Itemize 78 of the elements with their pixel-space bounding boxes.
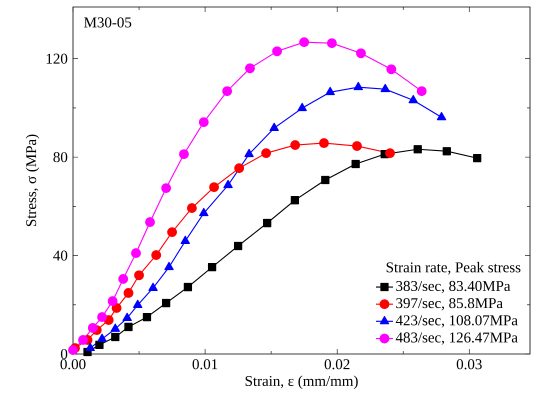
point [234, 242, 242, 250]
point [442, 147, 451, 156]
point [325, 86, 335, 96]
point [131, 248, 141, 258]
point [354, 82, 363, 90]
point [179, 149, 189, 160]
point [263, 218, 272, 228]
point [161, 183, 172, 194]
point [209, 182, 220, 192]
point [244, 148, 254, 158]
point [436, 112, 446, 120]
point [290, 140, 300, 150]
point [245, 63, 255, 74]
y-tick-label: 80 [53, 152, 68, 162]
point [352, 141, 362, 151]
point [97, 312, 107, 322]
point [134, 270, 144, 280]
point [352, 160, 360, 168]
point [167, 227, 177, 238]
point [180, 236, 190, 244]
point [222, 86, 232, 96]
legend-label: 483/sec, 126.47MPa [396, 332, 518, 345]
x-tick-label: 0.00 [60, 359, 86, 370]
point [78, 335, 88, 345]
point [124, 322, 133, 332]
point [111, 332, 120, 342]
point [199, 208, 208, 216]
y-tick-label: 120 [46, 54, 68, 64]
point [110, 324, 120, 332]
point [385, 148, 395, 158]
point [290, 196, 300, 204]
point [386, 64, 396, 74]
point [145, 217, 155, 228]
point [164, 262, 174, 270]
x-axis-title: Strain, ε (mm/mm) [246, 376, 358, 390]
legend-label: 383/sec, 83.40MPa [396, 280, 510, 294]
point [473, 154, 482, 162]
point [297, 102, 307, 112]
point [133, 300, 142, 308]
y-tick-label: 0 [60, 348, 68, 360]
point [269, 122, 279, 132]
x-tick-label: 0.02 [324, 359, 350, 370]
point [380, 84, 390, 92]
legend-label: 397/sec, 85.8MPa [396, 298, 503, 310]
point [408, 94, 418, 104]
y-axis-title: Stress, σ (MPa) [26, 134, 40, 226]
legend-label: 423/sec, 108.07MPa [396, 315, 518, 328]
point [186, 203, 197, 213]
point [184, 282, 192, 292]
annotation: M30-05 [84, 17, 132, 28]
point [88, 322, 98, 333]
point [223, 180, 233, 188]
legend-title: Strain rate, Peak stress [386, 262, 520, 275]
point [326, 38, 337, 48]
point [108, 296, 118, 306]
point [151, 250, 162, 260]
point [319, 138, 329, 148]
point [124, 288, 134, 298]
x-tick-label: 0.01 [192, 359, 218, 370]
point [299, 37, 310, 48]
x-tick-label: 0.03 [456, 359, 482, 370]
point [414, 145, 422, 154]
point [162, 298, 170, 308]
point [356, 48, 366, 58]
point [208, 262, 216, 272]
point [85, 342, 95, 352]
point [198, 117, 209, 128]
point [142, 312, 152, 322]
point [234, 163, 244, 174]
point [97, 334, 107, 342]
point [122, 312, 132, 322]
point [416, 86, 427, 96]
point [261, 148, 272, 158]
point [272, 46, 282, 56]
y-tick-label: 40 [53, 250, 68, 261]
point [321, 176, 330, 184]
point [118, 274, 128, 284]
point [148, 282, 158, 291]
